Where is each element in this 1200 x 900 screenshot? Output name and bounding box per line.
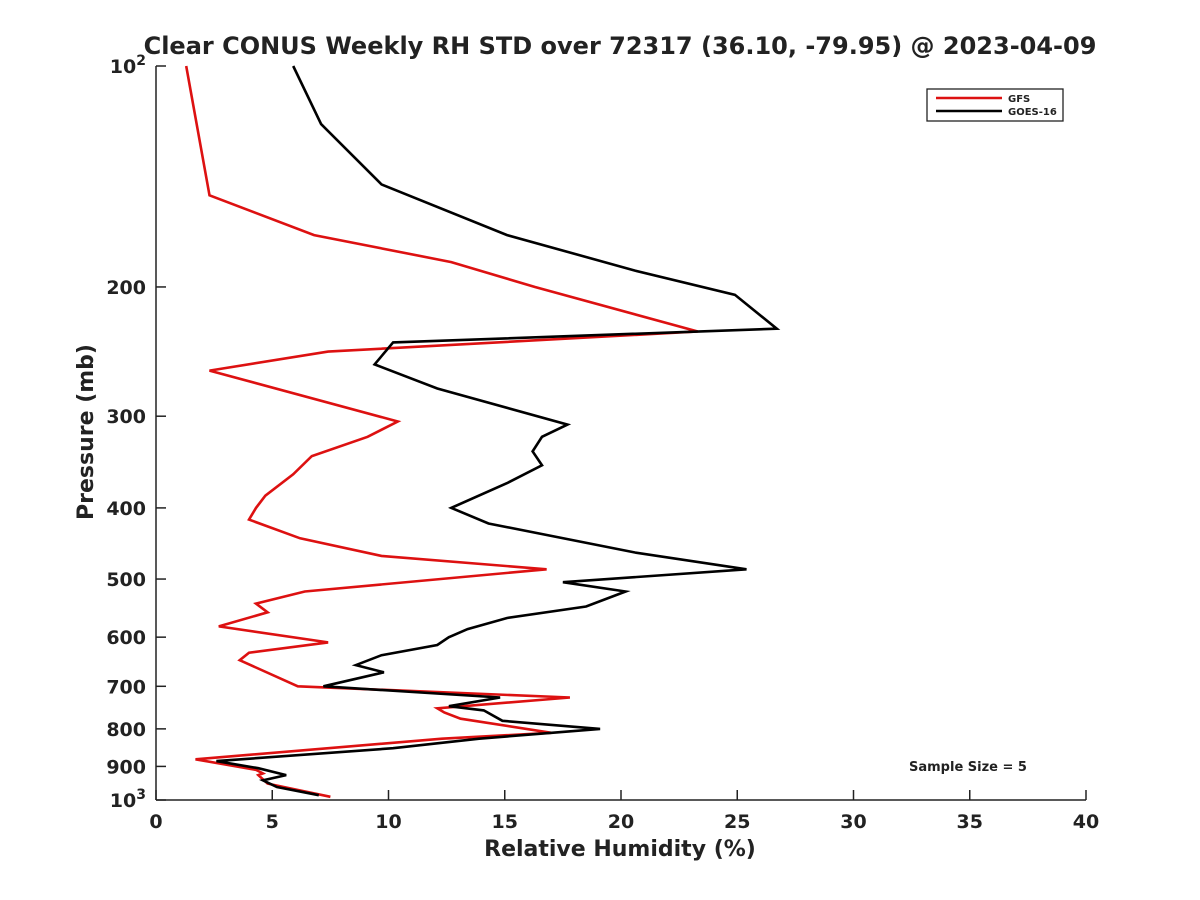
legend-label-goes-16: GOES-16 bbox=[1008, 107, 1057, 118]
x-tick-label: 10 bbox=[375, 811, 401, 833]
x-tick-label: 40 bbox=[1073, 811, 1099, 833]
y-tick-label: 300 bbox=[106, 406, 146, 428]
x-tick-label: 35 bbox=[957, 811, 983, 833]
sample-size-annotation: Sample Size = 5 bbox=[909, 760, 1027, 775]
x-tick-label: 0 bbox=[149, 811, 162, 833]
y-tick-label: 200 bbox=[106, 277, 146, 299]
y-tick-label: 103 bbox=[110, 787, 146, 812]
y-tick-label: 700 bbox=[106, 676, 146, 698]
x-tick-label: 20 bbox=[608, 811, 634, 833]
y-tick-label: 102 bbox=[110, 53, 146, 78]
x-tick-label: 5 bbox=[266, 811, 279, 833]
x-tick-label: 15 bbox=[492, 811, 518, 833]
y-axis-label: Pressure (mb) bbox=[74, 344, 99, 520]
legend-label-gfs: GFS bbox=[1008, 94, 1030, 105]
y-tick-label: 900 bbox=[106, 756, 146, 778]
chart-title: Clear CONUS Weekly RH STD over 72317 (36… bbox=[144, 32, 1097, 60]
x-tick-label: 25 bbox=[724, 811, 750, 833]
x-axis-label: Relative Humidity (%) bbox=[484, 837, 756, 862]
y-tick-label: 800 bbox=[106, 719, 146, 741]
legend-box bbox=[926, 88, 1064, 122]
series-line-gfs bbox=[184, 65, 699, 799]
ticks-layer: 0 5 10 15 20 25 30 35 40 102 200 300 400 500 600 700 800… bbox=[106, 53, 1099, 833]
y-tick-label: 400 bbox=[106, 498, 146, 520]
legend: GFS GOES-16 bbox=[926, 88, 1064, 122]
x-tick-label: 30 bbox=[840, 811, 866, 833]
y-tick-label: 500 bbox=[106, 569, 146, 591]
series-layer bbox=[184, 65, 781, 799]
y-tick-label: 600 bbox=[106, 627, 146, 649]
series-line-goes-16 bbox=[216, 65, 781, 797]
